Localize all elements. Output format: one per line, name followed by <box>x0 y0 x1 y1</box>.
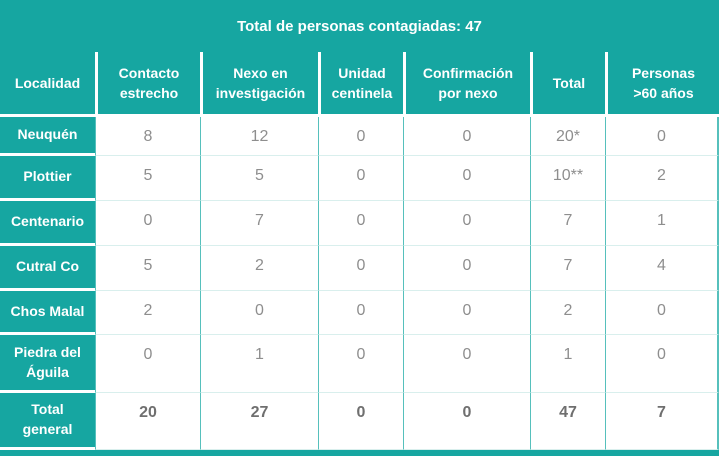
data-cell: 2 <box>200 246 318 291</box>
data-cell: 0 <box>403 291 530 335</box>
column-header-total: Total <box>530 52 605 114</box>
data-cell: 0 <box>605 291 719 335</box>
data-cell: 0 <box>318 291 403 335</box>
data-cell: 0 <box>403 201 530 246</box>
row-header-localidad: Piedra del Águila <box>0 335 95 393</box>
total-cell: 0 <box>403 393 530 450</box>
data-cell: 0 <box>318 246 403 291</box>
data-cell: 1 <box>530 335 605 393</box>
data-cell: 0 <box>605 335 719 393</box>
data-cell: 0 <box>403 117 530 156</box>
total-cell: 0 <box>318 393 403 450</box>
total-cell: 47 <box>530 393 605 450</box>
data-cell: 0 <box>605 117 719 156</box>
data-cell: 8 <box>95 117 200 156</box>
row-header-localidad: Centenario <box>0 201 95 246</box>
column-header-confirmacion-nexo: Confirmación por nexo <box>403 52 530 114</box>
table-title-banner: Total de personas contagiadas: 47 <box>0 0 719 52</box>
data-cell: 7 <box>200 201 318 246</box>
data-cell: 5 <box>95 156 200 201</box>
data-cell: 12 <box>200 117 318 156</box>
data-cell: 20* <box>530 117 605 156</box>
data-cell: 1 <box>200 335 318 393</box>
table-title: Total de personas contagiadas: 47 <box>237 17 482 35</box>
column-header-personas-60: Personas >60 años <box>605 52 719 114</box>
table-row-total-general: Total general 20 27 0 0 47 7 <box>0 393 719 450</box>
column-header-contacto-estrecho: Contacto estrecho <box>95 52 200 114</box>
row-header-localidad: Neuquén <box>0 117 95 156</box>
data-cell: 5 <box>95 246 200 291</box>
total-cell: 7 <box>605 393 719 450</box>
data-cell: 2 <box>95 291 200 335</box>
table-row-centenario: Centenario 0 7 0 0 7 1 <box>0 201 719 246</box>
data-cell: 0 <box>318 117 403 156</box>
column-header-unidad-centinela: Unidad centinela <box>318 52 403 114</box>
data-cell: 2 <box>605 156 719 201</box>
row-header-localidad: Chos Malal <box>0 291 95 335</box>
table-row-chos-malal: Chos Malal 2 0 0 0 2 0 <box>0 291 719 335</box>
data-cell: 0 <box>318 156 403 201</box>
table-row-plottier: Plottier 5 5 0 0 10** 2 <box>0 156 719 201</box>
data-cell: 0 <box>403 335 530 393</box>
data-cell: 10** <box>530 156 605 201</box>
data-cell: 0 <box>200 291 318 335</box>
data-cell: 5 <box>200 156 318 201</box>
row-header-total-general: Total general <box>0 393 95 450</box>
data-cell: 0 <box>403 156 530 201</box>
table-row-cutral-co: Cutral Co 5 2 0 0 7 4 <box>0 246 719 291</box>
row-header-localidad: Plottier <box>0 156 95 201</box>
data-cell: 0 <box>318 335 403 393</box>
total-cell: 20 <box>95 393 200 450</box>
row-header-localidad: Cutral Co <box>0 246 95 291</box>
data-cell: 2 <box>530 291 605 335</box>
total-cell: 27 <box>200 393 318 450</box>
data-cell: 7 <box>530 201 605 246</box>
data-cell: 0 <box>318 201 403 246</box>
column-header-nexo-investigacion: Nexo en investigación <box>200 52 318 114</box>
column-header-localidad: Localidad <box>0 52 95 114</box>
data-cell: 7 <box>530 246 605 291</box>
data-cell: 0 <box>95 201 200 246</box>
bottom-border-strip <box>0 450 719 456</box>
data-cell: 1 <box>605 201 719 246</box>
table-header-row: Localidad Contacto estrecho Nexo en inve… <box>0 52 719 117</box>
table-row-piedra-del-aguila: Piedra del Águila 0 1 0 0 1 0 <box>0 335 719 393</box>
table-row-neuquen: Neuquén 8 12 0 0 20* 0 <box>0 117 719 156</box>
data-cell: 0 <box>403 246 530 291</box>
data-cell: 4 <box>605 246 719 291</box>
data-cell: 0 <box>95 335 200 393</box>
